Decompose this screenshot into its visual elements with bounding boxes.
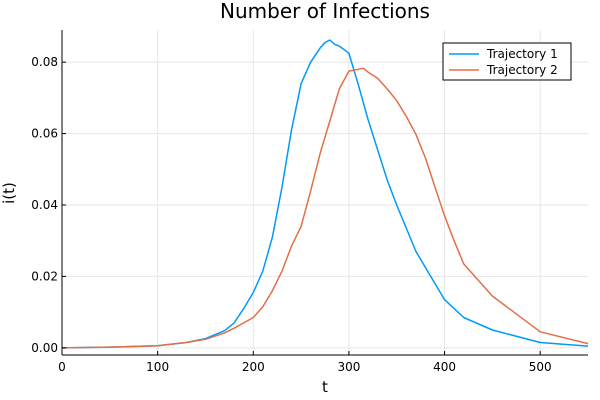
legend-label: Trajectory 2 (486, 63, 558, 77)
legend-box (442, 42, 572, 81)
x-tick-label: 200 (242, 360, 265, 374)
ticks: 0 100 200 300 400 500 0.00 0.02 0.04 0.06 0.08 (31, 55, 551, 374)
legend-label: Trajectory 1 (486, 47, 558, 61)
y-tick-label: 0.08 (31, 55, 58, 69)
axes (61, 30, 588, 356)
series-group (61, 39, 589, 349)
y-axis-label: i(t) (0, 182, 18, 204)
y-tick-label: 0.00 (31, 341, 58, 355)
y-tick-label: 0.06 (31, 127, 58, 141)
series-line-trajectory-2 (61, 67, 589, 349)
x-tick-label: 400 (433, 360, 456, 374)
x-axis-label: t (322, 378, 328, 396)
legend: Trajectory 1 Trajectory 2 (442, 42, 572, 81)
y-tick-label: 0.02 (31, 269, 58, 283)
chart-title: Number of Infections (220, 0, 430, 23)
x-tick-label: 0 (58, 360, 66, 374)
x-tick-label: 500 (529, 360, 552, 374)
series-line-trajectory-1 (61, 39, 589, 349)
grid (61, 30, 588, 355)
y-tick-label: 0.04 (31, 198, 58, 212)
x-tick-label: 300 (337, 360, 360, 374)
x-tick-label: 100 (146, 360, 169, 374)
